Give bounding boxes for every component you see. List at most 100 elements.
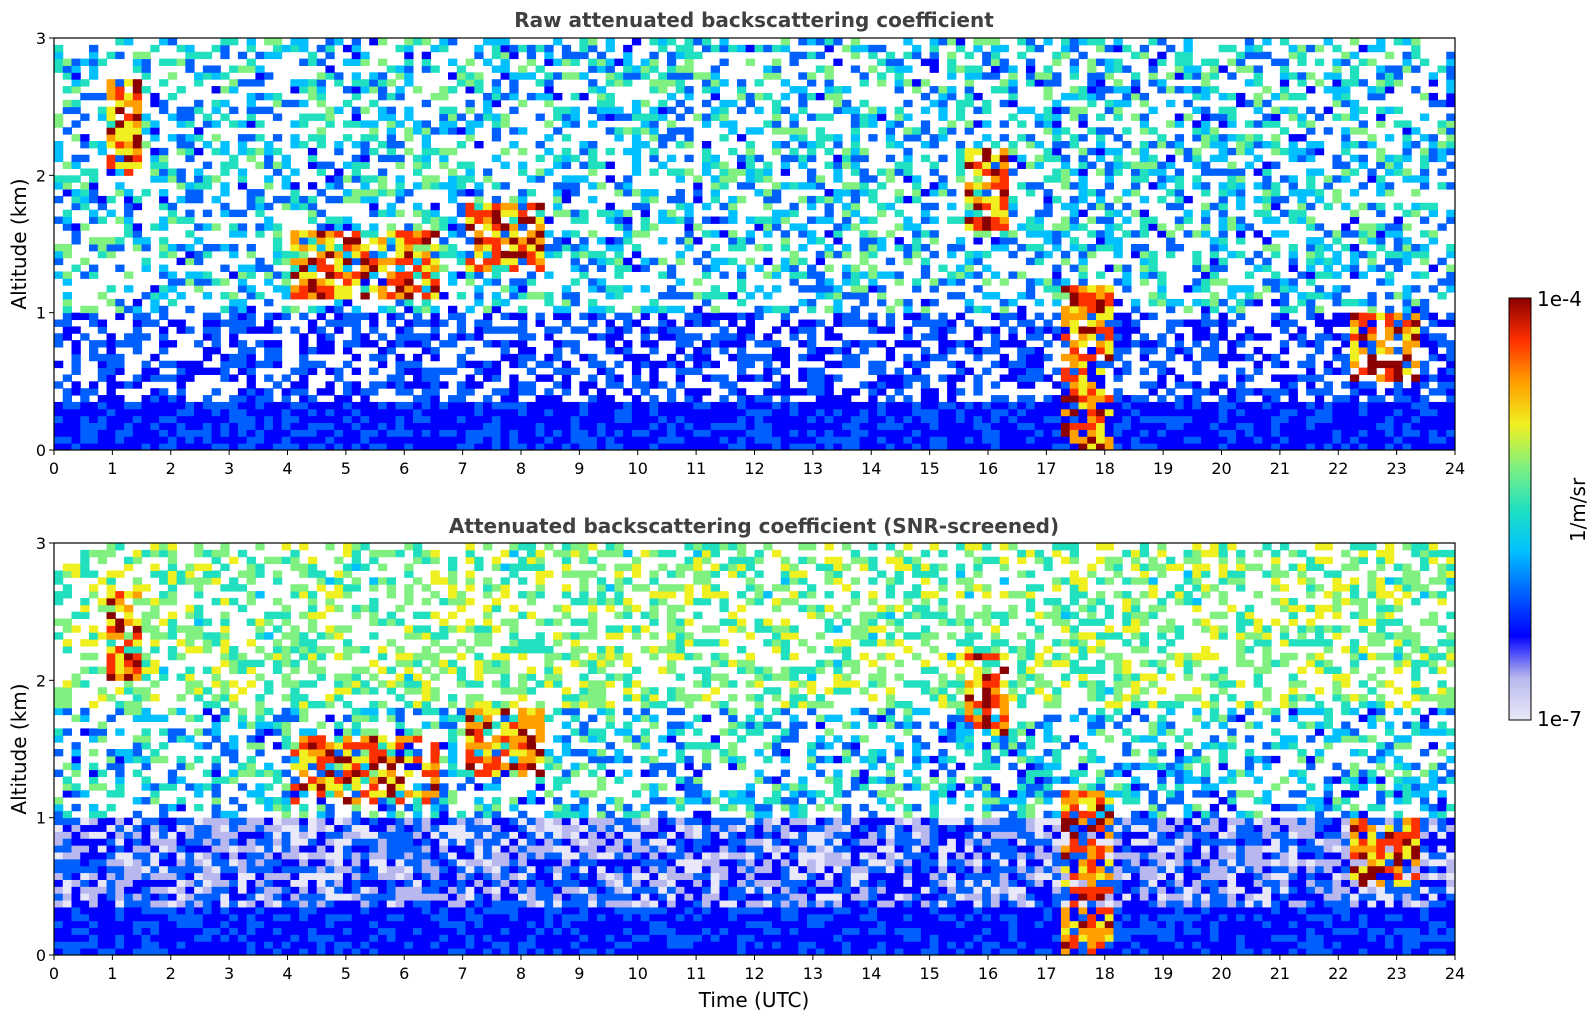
heatmap-cell	[518, 168, 528, 176]
heatmap-cell	[1209, 436, 1220, 444]
heatmap-cell	[815, 271, 826, 279]
heatmap-cell	[1279, 381, 1290, 389]
heatmap-cell	[1218, 216, 1228, 224]
heatmap-cell	[202, 436, 213, 444]
heatmap-cell	[999, 147, 1009, 156]
heatmap-cell	[132, 374, 143, 382]
heatmap-cell	[614, 429, 624, 437]
heatmap-cell	[614, 250, 624, 259]
heatmap-cell	[106, 347, 116, 355]
heatmap-cell	[780, 360, 791, 369]
heatmap-cell	[299, 113, 309, 121]
heatmap-cell	[290, 250, 300, 259]
heatmap-cell	[1034, 333, 1044, 341]
heatmap-cell	[89, 44, 99, 53]
heatmap-cell	[1139, 278, 1150, 286]
heatmap-cell	[1008, 422, 1018, 430]
heatmap-cell	[491, 127, 502, 135]
heatmap-cell	[947, 436, 957, 444]
heatmap-cell	[1122, 395, 1132, 403]
heatmap-cell	[229, 374, 239, 382]
heatmap-cell	[553, 189, 563, 197]
heatmap-cell	[439, 237, 449, 245]
heatmap-cell	[211, 120, 221, 128]
heatmap-cell	[964, 127, 974, 135]
heatmap-cell	[1060, 429, 1071, 437]
heatmap-cell	[281, 305, 291, 314]
heatmap-cell	[132, 134, 143, 142]
heatmap-cell	[1183, 408, 1193, 417]
heatmap-cell	[202, 395, 213, 403]
heatmap-cell	[850, 113, 861, 121]
heatmap-cell	[439, 367, 449, 375]
heatmap-cell	[237, 326, 248, 334]
heatmap-cell	[1008, 298, 1018, 307]
heatmap-cell	[982, 195, 992, 204]
heatmap-cell	[1025, 230, 1036, 238]
heatmap-cell	[299, 395, 309, 403]
heatmap-cell	[246, 408, 256, 417]
heatmap-cell	[185, 415, 195, 424]
heatmap-cell	[509, 216, 519, 224]
heatmap-cell	[474, 51, 484, 60]
heatmap-cell	[1069, 168, 1079, 176]
heatmap-cell	[246, 244, 256, 252]
heatmap-cell	[132, 436, 143, 444]
heatmap-cell	[421, 65, 432, 73]
heatmap-cell	[947, 319, 957, 327]
heatmap-cell	[658, 86, 668, 94]
heatmap-cell	[807, 264, 817, 272]
heatmap-cell	[1043, 65, 1053, 73]
heatmap-cell	[596, 312, 607, 321]
heatmap-cell	[255, 264, 265, 272]
heatmap-cell	[920, 408, 931, 417]
heatmap-cell	[1271, 401, 1281, 410]
heatmap-cell	[1060, 175, 1071, 183]
heatmap-cell	[1253, 51, 1263, 60]
heatmap-cell	[491, 374, 502, 382]
heatmap-cell	[736, 168, 747, 176]
heatmap-cell	[973, 353, 983, 362]
heatmap-cell	[237, 319, 248, 327]
heatmap-cell	[202, 312, 213, 321]
heatmap-cell	[973, 147, 983, 156]
heatmap-cell	[973, 436, 983, 444]
heatmap-cell	[990, 195, 1001, 204]
heatmap-cell	[658, 44, 668, 53]
heatmap-cell	[377, 72, 388, 80]
heatmap-cell	[964, 202, 974, 211]
heatmap-cell	[1008, 154, 1018, 163]
heatmap-cell	[666, 436, 677, 444]
heatmap-cell	[1104, 333, 1115, 341]
heatmap-cell	[54, 333, 64, 341]
heatmap-cell	[1209, 237, 1220, 245]
heatmap-cell	[1131, 51, 1141, 60]
heatmap-cell	[842, 189, 852, 197]
heatmap-cell	[80, 395, 90, 403]
heatmap-cell	[421, 38, 432, 46]
heatmap-cell	[290, 182, 300, 190]
heatmap-cell	[1244, 388, 1255, 396]
heatmap-cell	[631, 408, 642, 417]
heatmap-cell	[220, 436, 230, 444]
heatmap-cell	[272, 38, 283, 46]
heatmap-cell	[1209, 134, 1220, 142]
heatmap-cell	[167, 209, 178, 218]
heatmap-cell	[141, 257, 151, 266]
heatmap-cell	[255, 189, 265, 197]
heatmap-cell	[623, 264, 633, 272]
heatmap-cell	[614, 79, 624, 87]
heatmap-cell	[430, 443, 440, 450]
heatmap-cell	[421, 278, 432, 286]
heatmap-cell	[334, 264, 344, 272]
heatmap-cell	[351, 443, 361, 450]
heatmap-cell	[631, 65, 642, 73]
heatmap-cell	[526, 401, 537, 410]
heatmap-cell	[649, 422, 659, 430]
heatmap-cell	[1166, 99, 1176, 108]
heatmap-cell	[237, 120, 248, 128]
heatmap-cell	[990, 86, 1001, 94]
heatmap-cell	[89, 175, 99, 183]
heatmap-cell	[115, 134, 125, 142]
heatmap-cell	[1218, 298, 1228, 307]
